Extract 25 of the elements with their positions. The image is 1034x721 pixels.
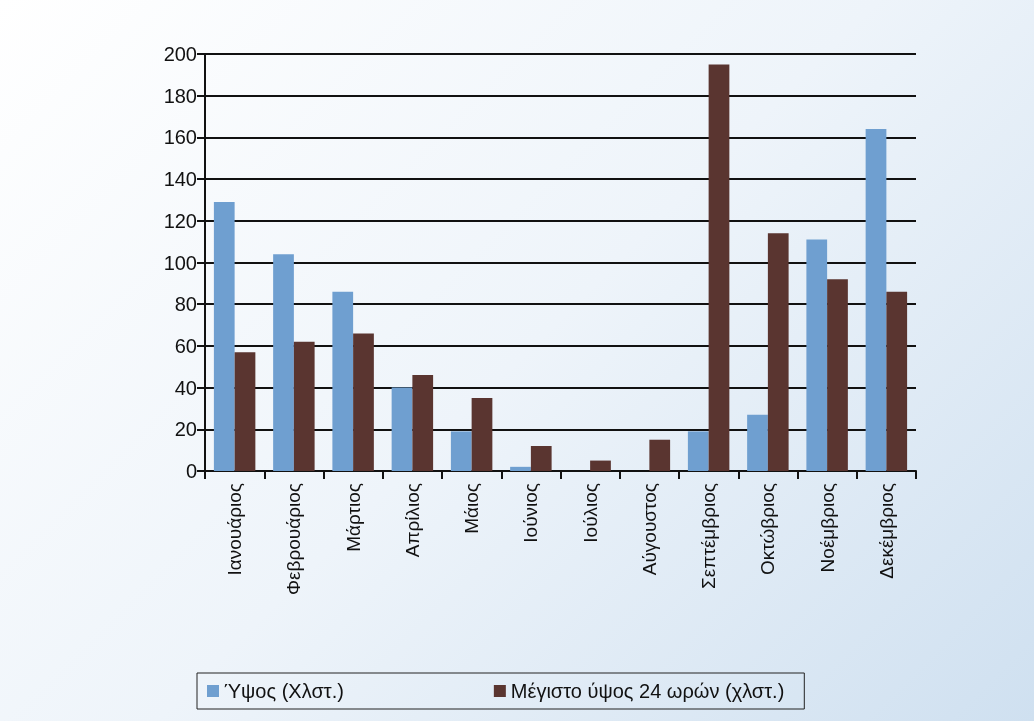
x-tick-label: Νοέμβριος xyxy=(816,483,838,573)
x-tick-label: Μάρτιος xyxy=(342,483,364,552)
y-tick-label: 40 xyxy=(174,376,197,399)
y-tick-label: 200 xyxy=(163,43,197,65)
y-tick-label: 60 xyxy=(174,334,197,357)
y-tick-label: 0 xyxy=(185,460,197,482)
y-tick-label: 140 xyxy=(163,168,197,191)
y-tick-label: 120 xyxy=(163,209,197,232)
y-tick-label: 180 xyxy=(163,84,197,107)
y-tick-label: 100 xyxy=(163,251,197,274)
y-tick-label: 80 xyxy=(174,293,197,316)
legend-label: Ύψος (Χλστ.) xyxy=(224,680,344,702)
y-tick-label: 20 xyxy=(174,418,197,441)
legend-label: Μέγιστο ύψος 24 ωρών (χλστ.) xyxy=(510,680,785,702)
x-tick-label: Ιούλιος xyxy=(579,483,601,543)
x-tick-label: Μάιος xyxy=(461,483,483,534)
x-tick-label: Δεκέμβριος xyxy=(875,483,897,579)
y-tick-label: 160 xyxy=(163,126,197,149)
x-tick-label: Απρίλιος xyxy=(401,483,423,558)
x-tick-label: Φεβρουάριος xyxy=(283,483,305,596)
x-tick-label: Ιούνιος xyxy=(520,483,542,543)
x-tick-label: Αύγουστος xyxy=(638,483,660,576)
x-tick-label: Οκτώβριος xyxy=(757,483,779,576)
x-tick-label: Σεπτέμβριος xyxy=(698,483,720,589)
x-tick-label: Ιανουάριος xyxy=(224,483,246,576)
